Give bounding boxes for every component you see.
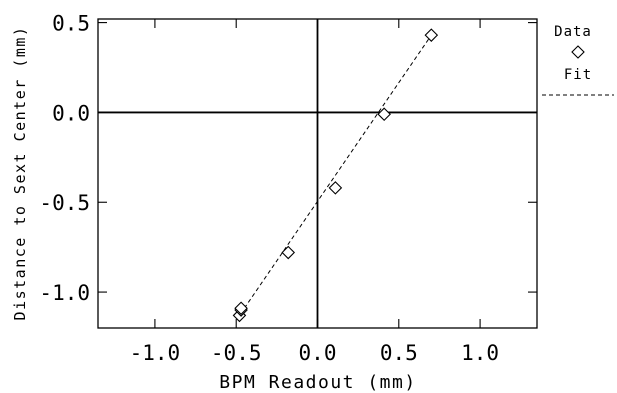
x-tick-label: 0.5 bbox=[380, 341, 418, 365]
fit-series bbox=[243, 34, 432, 309]
data-point bbox=[281, 245, 296, 260]
x-tick-label: -0.5 bbox=[211, 341, 262, 365]
data-series bbox=[232, 28, 439, 323]
y-axis-label-group: Distance to Sext Center (mm) bbox=[11, 26, 29, 321]
data-point bbox=[328, 181, 343, 195]
x-tick-label: 1.0 bbox=[461, 341, 499, 365]
legend-label-data: Data bbox=[554, 24, 592, 40]
y-tick-label: 0.0 bbox=[52, 101, 90, 125]
y-axis-label: Distance to Sext Center (mm) bbox=[11, 26, 29, 321]
legend-label-fit: Fit bbox=[564, 67, 592, 83]
y-tick-label: -1.0 bbox=[39, 281, 90, 305]
legend-diamond-marker bbox=[571, 45, 585, 59]
tick-labels: -1.0 -0.5 0.0 0.5 1.0 -1.0 -0.5 0.0 0.5 bbox=[39, 12, 499, 365]
legend: Data Fit bbox=[542, 24, 614, 96]
data-point bbox=[377, 107, 391, 121]
x-axis-label: BPM Readout (mm) bbox=[219, 372, 416, 393]
fit-line bbox=[243, 34, 432, 309]
x-tick-label: 0.0 bbox=[299, 341, 337, 365]
data-point bbox=[424, 28, 439, 42]
y-tick-label: 0.5 bbox=[52, 12, 90, 36]
x-tick-label: -1.0 bbox=[130, 341, 181, 365]
data-point bbox=[234, 301, 248, 316]
zero-lines bbox=[98, 19, 537, 328]
y-tick-label: -0.5 bbox=[39, 191, 90, 215]
